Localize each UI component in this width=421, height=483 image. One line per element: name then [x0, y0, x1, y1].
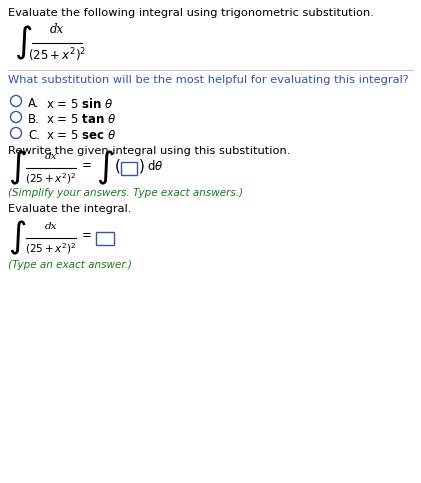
- Bar: [121, 161, 137, 174]
- Text: Evaluate the integral.: Evaluate the integral.: [8, 204, 131, 214]
- Text: A.: A.: [28, 97, 40, 110]
- Text: $\int$: $\int$: [8, 219, 27, 257]
- Text: (Type an exact answer.): (Type an exact answer.): [8, 260, 132, 270]
- Text: (: (: [115, 158, 121, 173]
- Text: d$\theta$: d$\theta$: [147, 159, 163, 173]
- Text: B.: B.: [28, 113, 40, 126]
- Text: $(25+x^2)^2$: $(25+x^2)^2$: [25, 171, 77, 186]
- Text: x = 5 $\mathbf{sin}$ $\theta$: x = 5 $\mathbf{sin}$ $\theta$: [46, 97, 114, 111]
- Text: dx: dx: [45, 222, 57, 231]
- Text: Rewrite the given integral using this substitution.: Rewrite the given integral using this su…: [8, 146, 290, 156]
- Text: x = 5 $\mathbf{tan}$ $\theta$: x = 5 $\mathbf{tan}$ $\theta$: [46, 113, 116, 126]
- Text: $(25+x^2)^2$: $(25+x^2)^2$: [28, 46, 86, 64]
- Text: $\int$: $\int$: [8, 149, 27, 187]
- Text: C.: C.: [28, 129, 40, 142]
- Text: ): ): [139, 158, 145, 173]
- Text: (Simplify your answers. Type exact answers.): (Simplify your answers. Type exact answe…: [8, 188, 243, 198]
- Text: $\int$: $\int$: [96, 149, 115, 187]
- Bar: [96, 231, 114, 244]
- Text: dx: dx: [50, 23, 64, 36]
- Text: =: =: [82, 229, 92, 242]
- Text: $(25+x^2)^2$: $(25+x^2)^2$: [25, 241, 77, 256]
- Text: Evaluate the following integral using trigonometric substitution.: Evaluate the following integral using tr…: [8, 8, 374, 18]
- Text: $\int$: $\int$: [14, 24, 32, 62]
- Text: What substitution will be the most helpful for evaluating this integral?: What substitution will be the most helpf…: [8, 75, 409, 85]
- Text: =: =: [82, 159, 92, 172]
- Text: x = 5 $\mathbf{sec}$ $\theta$: x = 5 $\mathbf{sec}$ $\theta$: [46, 129, 116, 142]
- Text: dx: dx: [45, 152, 57, 161]
